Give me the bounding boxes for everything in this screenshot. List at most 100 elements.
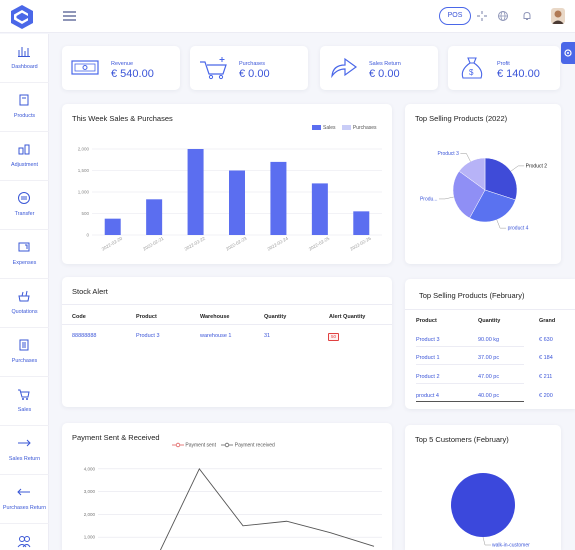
stat-value: € 540.00 [111, 68, 154, 80]
pie-leader-line [510, 165, 525, 172]
settings-drawer-tab[interactable] [561, 42, 575, 64]
sidebar-item-expenses[interactable]: Expenses [0, 230, 49, 279]
stat-label: Revenue [111, 61, 134, 67]
pie-label: walk-in-customer [492, 543, 530, 549]
y-tick-label: 1,000 [78, 190, 90, 195]
sidebar-item-purchases[interactable]: Purchases [0, 328, 49, 377]
line-series-payment-received [159, 467, 375, 550]
sidebar-item-label: Quotations [11, 309, 38, 315]
legend-label-payment-received: Payment received [234, 442, 275, 449]
sidebar-item-label: Adjustment [11, 162, 38, 168]
sidebar-item-adjustment[interactable]: Adjustment [0, 132, 49, 181]
sidebar-item-dashboard[interactable]: Dashboard [0, 34, 49, 83]
return-arrow-icon [331, 57, 358, 79]
top-customers-card: Top 5 Customers (February) walk-in-custo… [405, 425, 561, 550]
card-title: Top Selling Products (2022) [415, 114, 508, 123]
sidebar-item-sales[interactable]: Sales [0, 377, 49, 426]
cell-product: Product 2 [416, 374, 440, 380]
y-tick-label: 0 [86, 233, 89, 238]
expenses-icon [18, 242, 30, 252]
cell-quantity: 90.00 kg [478, 337, 500, 343]
top-bar: POS [0, 0, 575, 33]
column-header: Code [72, 314, 86, 320]
menu-toggle-icon[interactable] [63, 11, 76, 21]
sales-icon [18, 389, 30, 400]
adjustment-icon [18, 144, 30, 155]
y-tick-label: 1,000 [84, 535, 96, 540]
x-tick-label: 2022-02-21 [142, 236, 165, 252]
pie-slice [484, 157, 518, 201]
legend-label-sales: Sales [323, 125, 336, 131]
pie-slice [451, 473, 515, 537]
cell-grand: € 211 [539, 374, 553, 380]
x-tick-label: 2022-02-22 [184, 236, 207, 252]
sidebar-item-label: Expenses [12, 260, 37, 266]
fullscreen-icon[interactable] [476, 10, 488, 22]
stat-value: € 0.00 [369, 68, 400, 80]
legend-label-purchases: Purchases [352, 125, 377, 131]
stat-card-revenue[interactable]: Revenue € 540.00 [62, 46, 180, 90]
x-tick-label: 2022-02-25 [308, 236, 331, 252]
sidebar-item-products[interactable]: Products [0, 83, 49, 132]
top-selling-2022-card: Top Selling Products (2022) Product 2 pro… [405, 104, 561, 264]
gear-icon [564, 49, 572, 57]
pos-button[interactable]: POS [439, 7, 471, 25]
bar-sales [187, 149, 204, 235]
column-header: Product [416, 318, 437, 324]
stat-card-purchases[interactable]: Purchases € 0.00 [190, 46, 308, 90]
pie-leader-line [438, 196, 454, 200]
cell-code: 88888888 [72, 333, 97, 339]
cell-product: Product 3 [416, 337, 440, 343]
sidebar-item-label: Sales Return [8, 456, 41, 462]
stat-card-sales-return[interactable]: Sales Return € 0.00 [320, 46, 438, 90]
card-title: This Week Sales & Purchases [72, 114, 173, 123]
sales-return-icon [18, 439, 31, 447]
column-header: Quantity [478, 318, 501, 324]
y-tick-label: 1,500 [78, 168, 90, 173]
sidebar-item-transfer[interactable]: Transfer [0, 181, 49, 230]
stat-value: € 140.00 [497, 68, 540, 80]
cell-grand: € 630 [539, 337, 553, 343]
top-selling-month-card: Top Selling Products (February) Product … [405, 279, 575, 409]
revenue-icon [71, 60, 99, 75]
sidebar: Dashboard Products Adjustment Transfer E… [0, 34, 49, 550]
app-logo-icon[interactable] [9, 4, 35, 30]
week-bar-chart: 0 500 1,000 1,500 2,000 2022-02-20 2022-02-21 2… [78, 147, 382, 252]
cart-icon [200, 57, 227, 80]
pie-label: product 4 [508, 226, 529, 232]
user-avatar[interactable] [551, 8, 565, 24]
svg-text:$: $ [469, 68, 474, 77]
sidebar-item-label: Purchases Return [2, 505, 47, 511]
products-icon [19, 94, 29, 106]
stat-label: Purchases [239, 61, 265, 67]
y-tick-label: 500 [81, 211, 89, 216]
card-title: Top 5 Customers (February) [415, 435, 509, 444]
sidebar-item-more[interactable] [0, 524, 49, 550]
transfer-icon [18, 192, 30, 204]
alert-quantity-badge: 50 [328, 333, 340, 341]
bar-sales [229, 170, 245, 235]
language-globe-icon[interactable] [497, 10, 509, 22]
sidebar-item-purchases-return[interactable]: Purchases Return [0, 475, 49, 524]
chart-legend: Payment sent Payment received [172, 442, 275, 448]
pie-label: Product 2 [526, 163, 548, 169]
sidebar-item-quotations[interactable]: Quotations [0, 279, 49, 328]
bar-sales [353, 211, 370, 235]
pie-label: Product 3 [437, 151, 459, 157]
top-selling-pie-chart: Product 2 product 4 Produ... Product 3 [420, 151, 548, 232]
bar-sales [146, 199, 163, 235]
x-tick-label: 2022-02-24 [266, 236, 289, 252]
notification-bell-icon[interactable] [521, 10, 533, 22]
column-header: Quantity [264, 314, 287, 320]
stat-card-profit[interactable]: $ Profit € 140.00 [448, 46, 560, 90]
cell-product: Product 1 [416, 355, 440, 361]
sidebar-item-label: Dashboard [11, 64, 38, 70]
payment-line-chart: 1,000 2,000 3,000 4,000 [84, 466, 382, 550]
column-header: Alert Quantity [329, 314, 366, 320]
cell-quantity: 37.00 pc [478, 355, 500, 361]
money-bag-icon: $ [461, 57, 483, 79]
legend-swatch-purchases [341, 125, 351, 131]
sidebar-item-sales-return[interactable]: Sales Return [0, 426, 49, 475]
people-icon [17, 536, 31, 548]
purchases-icon [19, 339, 29, 351]
